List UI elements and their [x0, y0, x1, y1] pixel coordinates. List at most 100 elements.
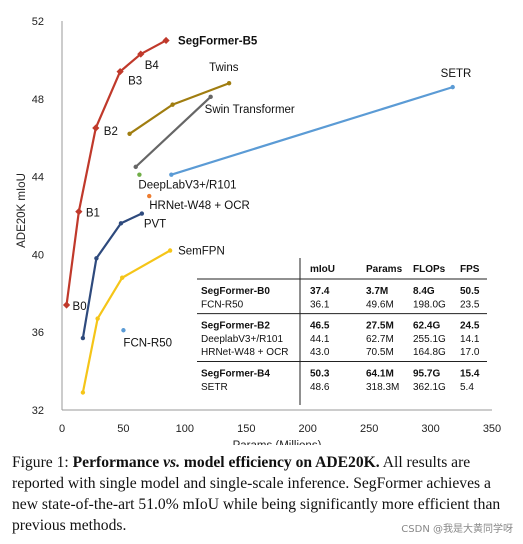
caption-bold-a: Performance	[72, 454, 164, 471]
x-tick-label: 100	[176, 423, 194, 435]
table-background	[187, 256, 493, 407]
series-twins: Twins	[127, 62, 239, 137]
data-point-deeplabv3-r101	[137, 172, 142, 177]
series-label: SETR	[441, 68, 472, 80]
data-point-semfpn	[120, 275, 125, 280]
data-point-hrnet-w48-ocr	[147, 193, 152, 199]
data-point-segformer-b5	[92, 124, 100, 132]
point-label: B0	[73, 301, 87, 313]
comparison-table: mIoU Params FLOPs FPS SegFormer-B0 37.4 3.7M 8.…	[187, 256, 493, 407]
point-label: B2	[104, 126, 118, 138]
series-line-pvt	[81, 212, 143, 339]
table-cell: 255.1G	[413, 334, 446, 345]
table-cell: 198.0G	[413, 299, 446, 310]
data-point-pvt	[139, 211, 145, 216]
table-cell: 24.5	[460, 321, 480, 332]
table-cell: 43.0	[310, 347, 330, 358]
x-tick-label: 350	[483, 423, 501, 435]
table-row-name: DeeplabV3+/R101	[201, 334, 283, 345]
series-swin-transformer: Swin Transformer	[133, 94, 295, 170]
y-tick-label: 32	[32, 405, 44, 417]
series-deeplabv3-r101: DeepLabV3+/R101	[137, 172, 237, 192]
caption-body: All results are reported with single mod…	[12, 454, 501, 534]
table-cell: 50.3	[310, 369, 330, 380]
data-point-twins	[127, 131, 132, 137]
table-row-name: SegFormer-B4	[201, 369, 270, 380]
x-tick-label: 300	[421, 423, 439, 435]
table-cell: 8.4G	[413, 286, 435, 297]
caption-prefix: Figure 1:	[12, 454, 73, 471]
point-label: B1	[86, 208, 100, 220]
series-label: SegFormer-B5	[178, 35, 258, 47]
series-label: DeepLabV3+/R101	[138, 180, 236, 192]
data-point-segformer-b5	[75, 208, 83, 216]
series-label: Twins	[209, 62, 239, 74]
y-axis-title: ADE20K mIoU	[16, 173, 28, 248]
table-cell: 164.8G	[413, 347, 446, 358]
table-cell: 36.1	[310, 299, 330, 310]
data-point-twins	[226, 81, 232, 86]
data-point-fcn-r50	[121, 328, 126, 333]
data-point-segformer-b5	[116, 67, 124, 76]
series-fcn-r50: FCN-R50	[121, 328, 172, 349]
table-cell: 3.7M	[366, 286, 388, 297]
table-cell: 318.3M	[366, 382, 399, 393]
series-hrnet-w48-ocr: HRNet-W48 + OCR	[147, 193, 250, 212]
figure-caption: Figure 1: Performance vs. model efficien…	[12, 452, 518, 536]
series-pvt: PVT	[80, 211, 166, 341]
series-label: Swin Transformer	[205, 104, 295, 116]
y-tick-label: 36	[32, 327, 44, 339]
x-tick-label: 50	[117, 423, 129, 435]
x-tick-label: 200	[299, 423, 317, 435]
table-row-name: SegFormer-B2	[201, 321, 270, 332]
series-line-setr	[171, 86, 454, 176]
series-line-swin-transformer	[134, 96, 212, 168]
series-line-segformer-b5	[65, 39, 167, 306]
table-cell: 5.4	[460, 382, 474, 393]
data-point-semfpn	[80, 390, 86, 395]
table-header: FPS	[460, 264, 480, 275]
data-point-pvt	[118, 221, 124, 226]
table-cell: 14.1	[460, 334, 480, 345]
table-row-name: SETR	[201, 382, 228, 393]
x-tick-label: 250	[360, 423, 378, 435]
table-row-name: FCN-R50	[201, 299, 244, 310]
table-cell: 23.5	[460, 299, 480, 310]
watermark: CSDN @我是大黄同学呀	[401, 524, 513, 535]
data-point-swin-transformer	[208, 94, 213, 100]
series-semfpn: SemFPN	[80, 246, 225, 395]
series-setr: SETR	[169, 68, 471, 177]
series-label: FCN-R50	[123, 337, 172, 349]
y-tick-label: 52	[32, 16, 44, 28]
table-header: Params	[366, 264, 403, 275]
table-cell: 48.6	[310, 382, 330, 393]
table-cell: 27.5M	[366, 321, 394, 332]
caption-vs: vs.	[163, 454, 181, 471]
table-cell: 49.6M	[366, 299, 394, 310]
series-line-semfpn	[81, 249, 171, 393]
point-label: B4	[145, 60, 160, 72]
table-row-name: SegFormer-B0	[201, 286, 270, 297]
data-point-semfpn	[167, 248, 173, 253]
data-point-pvt	[94, 256, 99, 261]
data-point-segformer-b5	[137, 50, 145, 58]
table-cell: 37.4	[310, 286, 330, 297]
y-tick-label: 44	[32, 172, 44, 184]
series-label: HRNet-W48 + OCR	[149, 200, 250, 212]
data-point-setr	[450, 84, 455, 90]
table-cell: 362.1G	[413, 382, 446, 393]
table-header: mIoU	[310, 264, 335, 275]
table-header: FLOPs	[413, 264, 446, 275]
table-cell: 50.5	[460, 286, 480, 297]
table-cell: 17.0	[460, 347, 480, 358]
data-point-segformer-b5	[162, 36, 170, 45]
x-tick-label: 150	[237, 423, 255, 435]
table-cell: 64.1M	[366, 369, 394, 380]
table-cell: 62.4G	[413, 321, 440, 332]
y-tick-label: 48	[32, 94, 44, 106]
y-tick-label: 40	[32, 249, 44, 261]
performance-vs-params-chart: 0 50 100 150 200 250 300 350 32 36 40 44 48 52 Params …	[16, 16, 501, 445]
data-point-segformer-b5	[62, 301, 71, 309]
axes: 0 50 100 150 200 250 300 350 32 36 40 44 48 52 Params …	[16, 16, 501, 445]
